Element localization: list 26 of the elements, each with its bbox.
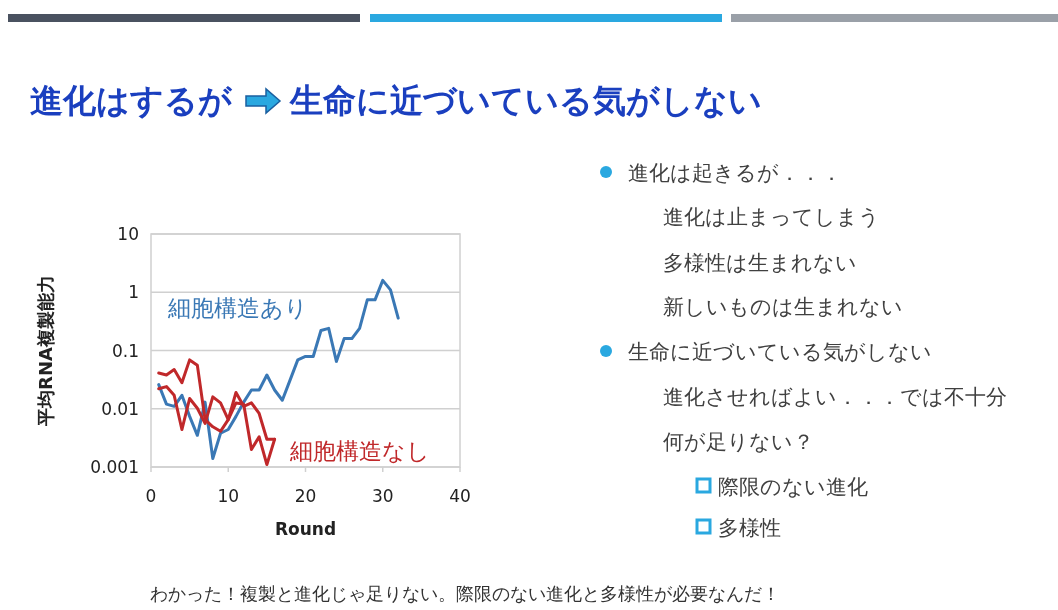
x-tick-label: 0 xyxy=(145,486,157,506)
y-tick-label: 0.1 xyxy=(111,340,139,361)
text: 進化は起きるが．．． xyxy=(628,161,842,185)
text: 進化させればよい．．．では不十分 xyxy=(663,385,1007,409)
x-tick-label: 10 xyxy=(217,486,240,506)
text: 進化は止まってしまう xyxy=(663,205,880,229)
text: 多様性 xyxy=(718,516,781,540)
text: わかった！複製と進化じゃ足りない。際限のない進化と多様性が必要なんだ！ xyxy=(150,583,780,604)
y-tick-label: 10 xyxy=(117,224,139,244)
y-tick-label: 0.001 xyxy=(90,457,139,477)
y-axis-title: 平均RNA複製能力 xyxy=(35,275,56,427)
series-label: 細胞構造あり xyxy=(167,295,308,321)
text: 新しいものは生まれない xyxy=(663,295,903,319)
text: 進化はするが xyxy=(30,81,233,120)
text: 何が足りない？ xyxy=(663,430,814,454)
y-tick-label: 1 xyxy=(128,282,139,303)
x-axis-title: Round xyxy=(274,519,337,539)
series-label: 細胞構造なし xyxy=(289,438,430,464)
text: 生命に近づいている気がしない xyxy=(628,340,932,364)
x-tick-label: 40 xyxy=(449,486,471,506)
text: 際限のない進化 xyxy=(718,475,868,499)
x-tick-label: 30 xyxy=(371,486,394,506)
x-tick-label: 20 xyxy=(294,486,317,506)
y-tick-label: 0.01 xyxy=(101,398,139,419)
text: 生命に近づいている気がしない xyxy=(289,81,762,120)
text: 多様性は生まれない xyxy=(663,251,857,275)
